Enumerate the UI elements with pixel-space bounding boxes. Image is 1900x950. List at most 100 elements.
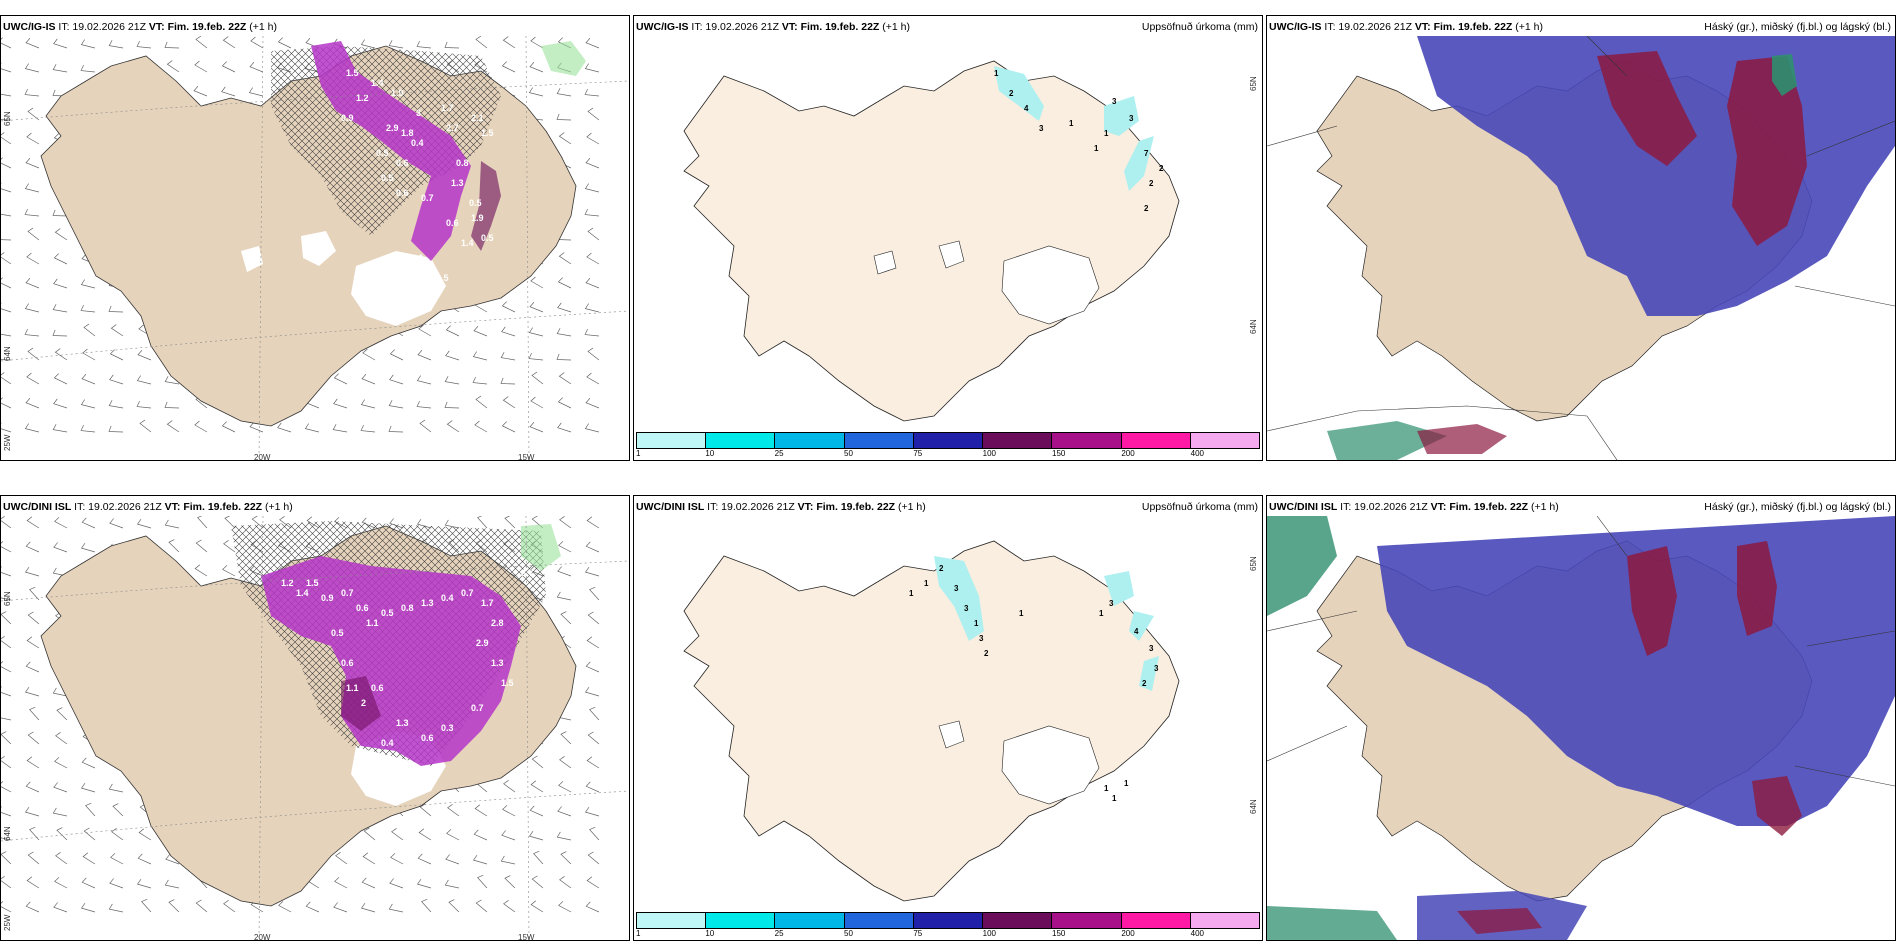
wind-barb xyxy=(558,781,572,793)
wind-barb xyxy=(361,877,376,889)
wind-barb xyxy=(80,399,96,409)
wind-barb xyxy=(416,400,432,409)
low-cloud xyxy=(1727,56,1807,246)
wind-barb xyxy=(52,807,68,817)
wind-barb xyxy=(333,398,348,409)
legend-label: 25 xyxy=(774,929,784,938)
wind-barb xyxy=(360,39,376,49)
legend-label: 100 xyxy=(982,929,997,938)
acc-patch xyxy=(994,66,1044,121)
wind-barb xyxy=(530,276,544,289)
wind-barb xyxy=(164,376,180,385)
legend-label: 50 xyxy=(844,449,853,458)
map-svg: 1.51.41.2 1.90.92.9 1.80.40.50.63 1.72.72.1… xyxy=(1,36,629,460)
panel-dini-cloud: UWC/DINI ISL IT: 19.02.2026 21Z VT: Fim.… xyxy=(1266,495,1896,941)
legend-label: 1 xyxy=(636,929,641,938)
legend-label: 400 xyxy=(1190,449,1205,458)
wind-barb xyxy=(25,397,40,409)
value-label: 0.5 xyxy=(481,233,494,243)
legend-labels: 1 10 25 50 75 100 150 200 400 xyxy=(636,449,1260,458)
value-label: 2 xyxy=(1144,204,1149,213)
value-label: 1 xyxy=(1094,144,1099,153)
value-label: 1.7 xyxy=(481,598,494,608)
wind-barb xyxy=(585,37,600,49)
wind-barb xyxy=(417,853,432,865)
value-label: 1.8 xyxy=(401,128,414,138)
wind-barb xyxy=(445,350,460,361)
value-label: 3 xyxy=(1112,97,1117,106)
wind-barb xyxy=(81,877,96,889)
wind-barb xyxy=(53,253,68,265)
map-svg xyxy=(1267,516,1895,940)
wind-barb xyxy=(473,829,488,841)
wind-barb xyxy=(250,36,264,49)
wind-barb xyxy=(557,277,572,289)
precip-band xyxy=(261,556,521,766)
wind-barb xyxy=(224,516,236,529)
wind-barb xyxy=(164,519,180,529)
value-label: 2.9 xyxy=(386,123,399,133)
wind-barb xyxy=(1,806,12,817)
wind-barb xyxy=(278,901,292,913)
value-label: 0.5 xyxy=(381,608,394,618)
wind-barb xyxy=(585,277,600,289)
value-label: 3 xyxy=(1149,644,1154,653)
wind-barb xyxy=(584,303,600,313)
wind-barb xyxy=(80,304,96,313)
value-label: 0.9 xyxy=(341,113,354,123)
wind-barb xyxy=(1,516,12,529)
wind-barb xyxy=(445,325,460,337)
cloud-map xyxy=(1267,516,1895,940)
panel-subtitle: Uppsöfnuð úrkoma (mm) xyxy=(1141,501,1258,513)
high-cloud-nw xyxy=(1267,516,1337,616)
green-cloud xyxy=(521,524,561,571)
wind-barb xyxy=(83,323,96,337)
wind-barb xyxy=(166,60,180,73)
value-label: 1 xyxy=(974,619,979,628)
wind-barb xyxy=(1,636,12,649)
glacier xyxy=(1001,245,1100,325)
legend-swatches xyxy=(636,912,1260,929)
value-label: 0.9 xyxy=(321,593,334,603)
panel-subtitle: Háský (gr.), miðský (fj.bl.) og lágský (… xyxy=(1704,501,1891,513)
value-label: 2.1 xyxy=(471,113,484,123)
wind-barb xyxy=(136,879,152,889)
value-label: 3 xyxy=(416,108,421,118)
lon-label: 20W xyxy=(254,933,271,941)
wind-barb xyxy=(529,301,544,313)
lat-label: 65N xyxy=(1249,76,1258,91)
wind-barb xyxy=(305,901,320,913)
wind-map: 1.5 1.4 1.2 1.9 0.9 2.9 1.8 0.4 0.5 0.6 3 1.7 2.7 2.1… xyxy=(1,36,629,460)
wind-barb xyxy=(1,422,12,433)
wind-barb xyxy=(109,349,124,361)
legend-label: 100 xyxy=(982,449,997,458)
wind-barb xyxy=(390,853,404,865)
wind-barb xyxy=(389,349,404,361)
wind-barb xyxy=(530,36,544,49)
value-label: 4 xyxy=(1134,627,1139,636)
wind-barb xyxy=(584,208,600,217)
wind-barb xyxy=(528,327,544,337)
wind-barb xyxy=(531,755,544,769)
wind-barb xyxy=(472,855,488,865)
wind-barb xyxy=(54,228,68,241)
wind-barb xyxy=(557,422,572,433)
value-label: 0.6 xyxy=(396,158,409,168)
wind-barb xyxy=(586,876,600,889)
wind-barb xyxy=(504,516,516,529)
value-label: 0.6 xyxy=(421,733,434,743)
wind-barb xyxy=(444,879,460,889)
legend-swatch xyxy=(983,433,1053,448)
legend-swatch xyxy=(706,913,776,928)
legend-swatch xyxy=(983,913,1053,928)
wind-barb xyxy=(529,805,544,817)
wind-barb xyxy=(111,828,124,841)
low-cloud xyxy=(1597,51,1697,166)
panel-subtitle: Háský (gr.), miðský (fj.bl.) og lágský (… xyxy=(1704,21,1891,33)
wind-barb xyxy=(586,516,600,529)
wind-barb xyxy=(26,252,40,265)
wind-barb xyxy=(195,899,208,913)
